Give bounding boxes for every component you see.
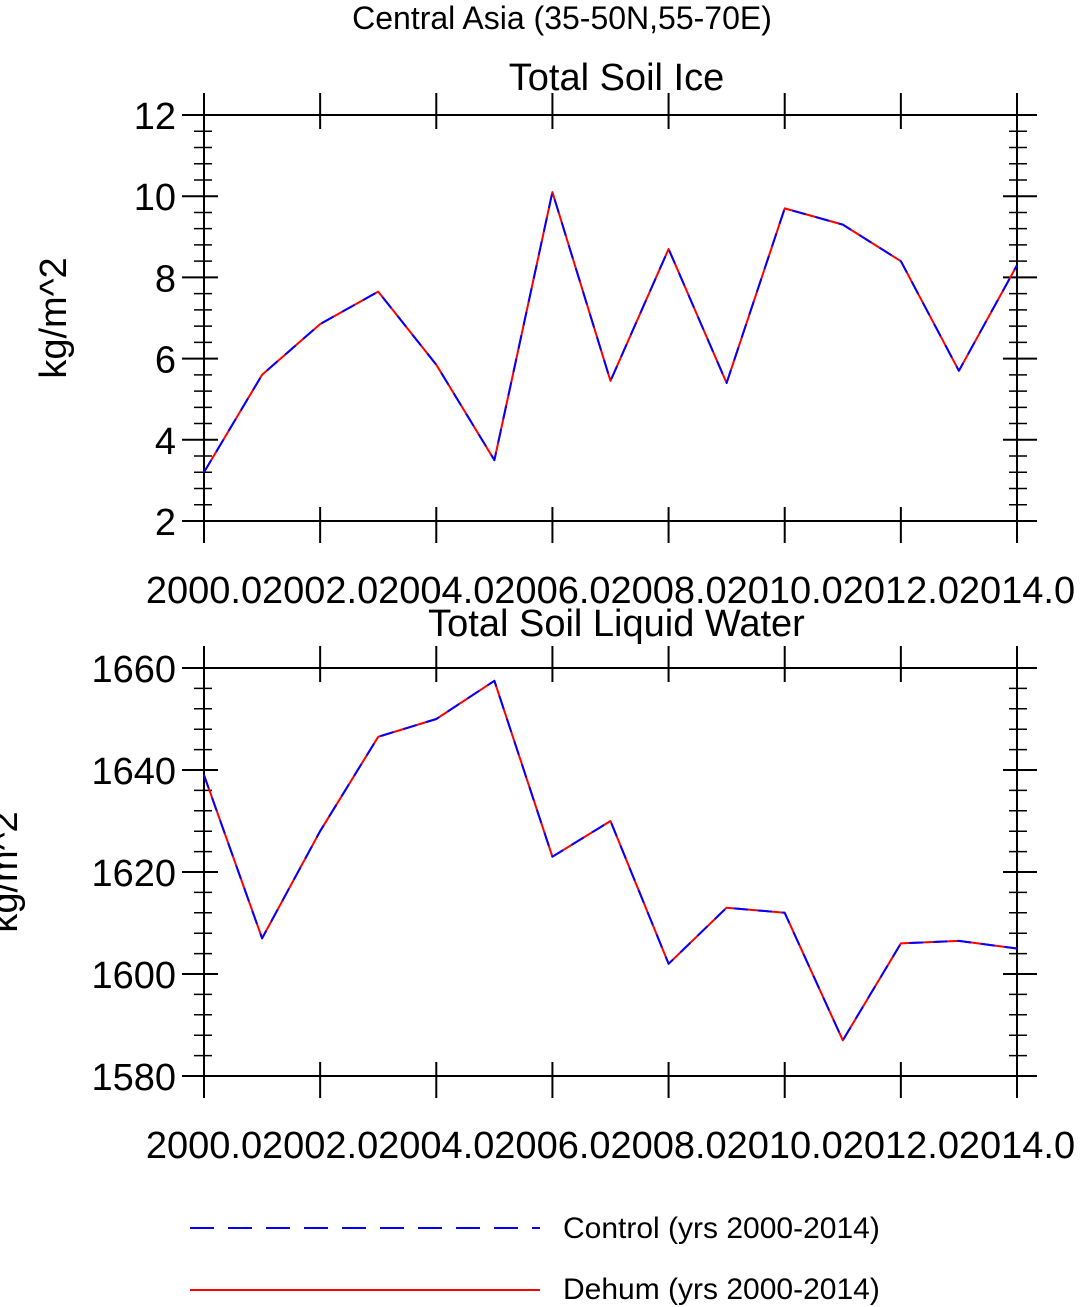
series-line-control	[203, 191, 1018, 473]
x-tick-label: 2004.0	[378, 570, 494, 612]
y-tick-label: 6	[155, 340, 176, 382]
x-tick-label: 2012.0	[843, 1125, 959, 1167]
series-line-dehum	[203, 679, 1018, 1042]
x-tick-label: 2008.0	[610, 1125, 726, 1167]
x-tick-label: 2008.0	[610, 570, 726, 612]
y-tick-label: 1620	[91, 853, 176, 895]
legend-label-control: Control (yrs 2000-2014)	[563, 1212, 880, 1245]
plot-frame	[203, 114, 1018, 522]
x-tick-label: 2010.0	[727, 1125, 843, 1167]
y-tick-label: 1600	[91, 955, 176, 997]
chart-title: Total Soil Ice	[509, 57, 724, 99]
legend-entry-control: Control (yrs 2000-2014)	[190, 1212, 880, 1245]
x-tick-label: 2002.0	[262, 1125, 378, 1167]
x-tick-label: 2006.0	[494, 1125, 610, 1167]
legend-entry-dehum: Dehum (yrs 2000-2014)	[190, 1273, 880, 1306]
x-tick-label: 2004.0	[378, 1125, 494, 1167]
x-tick-label: 2012.0	[843, 570, 959, 612]
y-tick-label: 2	[155, 502, 176, 544]
x-tick-label: 2014.0	[959, 570, 1075, 612]
plot-frame	[203, 667, 1018, 1077]
x-tick-label: 2006.0	[494, 570, 610, 612]
x-tick-label: 2002.0	[262, 570, 378, 612]
y-axis-label: kg/m^2	[0, 811, 26, 932]
x-tick-label: 2000.0	[146, 1125, 262, 1167]
x-tick-label: 2010.0	[727, 570, 843, 612]
y-tick-label: 1660	[91, 649, 176, 691]
y-tick-label: 1640	[91, 751, 176, 793]
series-line-dehum	[203, 191, 1018, 473]
figure-title: Central Asia (35-50N,55-70E)	[352, 0, 772, 36]
y-tick-label: 8	[155, 258, 176, 300]
legend: Control (yrs 2000-2014) Dehum (yrs 2000-…	[190, 1212, 880, 1306]
y-tick-label: 1580	[91, 1057, 176, 1099]
legend-label-dehum: Dehum (yrs 2000-2014)	[563, 1273, 880, 1306]
y-axis-label: kg/m^2	[33, 257, 75, 378]
y-tick-label: 10	[134, 177, 176, 219]
series-line-control	[203, 679, 1018, 1042]
chart-title: Total Soil Liquid Water	[428, 603, 805, 645]
x-tick-label: 2000.0	[146, 570, 262, 612]
x-tick-label: 2014.0	[959, 1125, 1075, 1167]
y-tick-label: 12	[134, 96, 176, 138]
y-tick-label: 4	[155, 421, 176, 463]
